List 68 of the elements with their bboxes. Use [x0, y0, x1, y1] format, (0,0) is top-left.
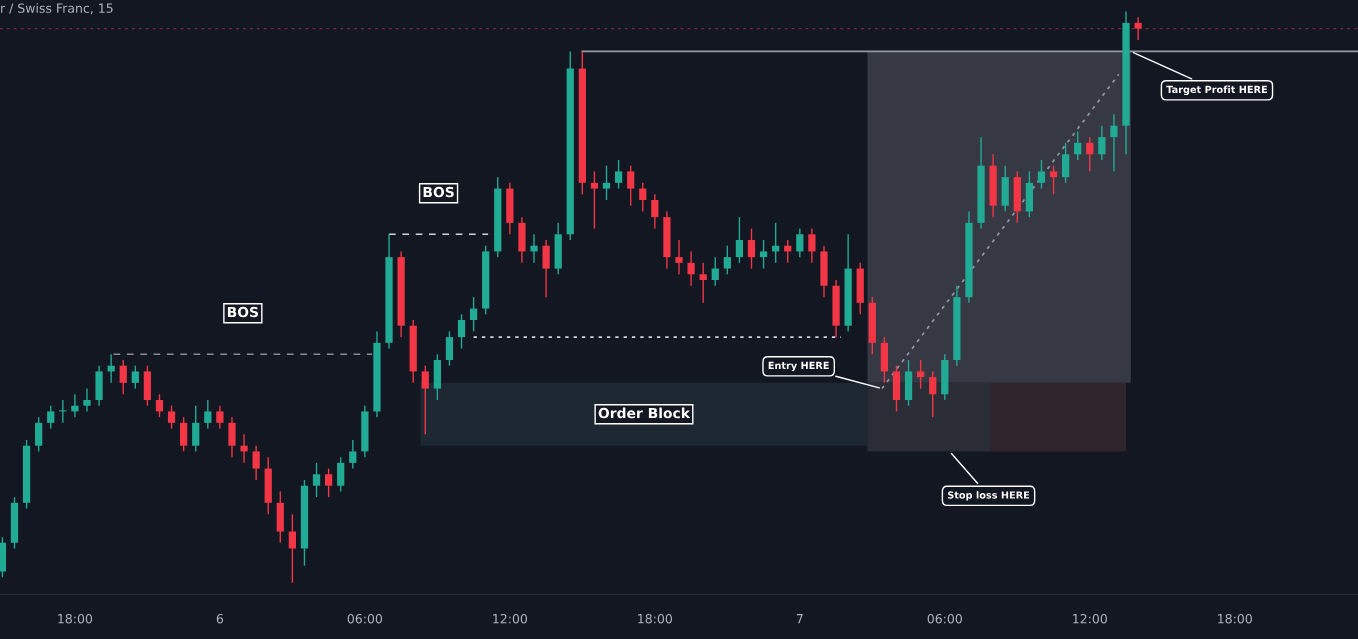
- candlestick: [723, 245, 731, 275]
- candlestick: [469, 296, 478, 333]
- candlestick: [627, 165, 635, 207]
- candlestick: [1049, 165, 1058, 195]
- series-label: Order Block: [598, 407, 691, 419]
- candlestick: [747, 227, 756, 270]
- candlestick: [1134, 16, 1142, 41]
- candlestick: [83, 387, 91, 413]
- candlestick: [325, 467, 333, 498]
- candlestick: [47, 405, 55, 430]
- candlestick: [711, 256, 719, 287]
- x-tick-label: 12:00: [493, 613, 528, 624]
- candlestick: [929, 370, 937, 418]
- candlestick: [216, 405, 224, 430]
- x-tick-label: 18:00: [638, 613, 673, 624]
- candlestick: [1110, 113, 1118, 173]
- candlestick: [808, 227, 816, 264]
- candlestick: [240, 433, 248, 464]
- candlestick: [530, 233, 538, 264]
- candlestick: [155, 393, 164, 418]
- x-tick-label: 18:00: [1218, 613, 1252, 624]
- candlestick: [167, 405, 176, 430]
- x-tick-label: 6: [216, 613, 224, 624]
- candlestick: [590, 170, 599, 230]
- candlestick: [312, 462, 321, 498]
- candlestick: [687, 250, 695, 287]
- x-tick-label: 06:00: [927, 613, 962, 624]
- candlestick: [445, 330, 454, 367]
- candlestick: [35, 416, 43, 453]
- candlestick: [131, 365, 139, 390]
- candlestick: [71, 393, 79, 418]
- candlestick: [457, 313, 466, 350]
- candlestick: [542, 239, 550, 298]
- candlestick: [228, 416, 236, 458]
- candlestick: [421, 365, 429, 435]
- candlestick: [192, 405, 200, 453]
- candlestick: [699, 262, 707, 304]
- x-tick-label: 06:00: [347, 613, 383, 624]
- text: BOS: [227, 306, 259, 318]
- candlestick: [759, 239, 768, 270]
- candlestick: [288, 513, 297, 584]
- candlestick: [349, 439, 357, 470]
- candlestick: [917, 359, 925, 390]
- candlestick: [639, 182, 647, 213]
- x-tick-label: 18:00: [58, 613, 93, 624]
- candlestick: [252, 445, 260, 481]
- x-tick-label: 7: [796, 614, 803, 624]
- candlestick: [1086, 136, 1094, 173]
- candlestick: [1061, 142, 1070, 184]
- candlestick: [796, 227, 804, 258]
- text: BOS: [423, 186, 454, 198]
- annotation: Entry HERE: [768, 361, 829, 372]
- candlestick: [1037, 159, 1046, 190]
- candlestick: [602, 165, 611, 201]
- x-tick-label: 12:00: [1073, 613, 1107, 624]
- candlestick: [614, 159, 623, 190]
- candlestick: [1074, 130, 1082, 161]
- candlestick: [337, 456, 345, 493]
- candlestick: [735, 216, 744, 264]
- annotation: Stop loss HERE: [947, 491, 1030, 501]
- annotation: Target Profit HERE: [1166, 85, 1267, 96]
- chart-title: r / Swiss Franc, 15: [1, 3, 113, 15]
- candlestick: [204, 399, 212, 430]
- candlestick: [675, 239, 683, 275]
- candlestick: [180, 416, 188, 453]
- candlestick: [1098, 125, 1106, 161]
- candlestick: [651, 193, 659, 230]
- candlestick: [119, 359, 127, 395]
